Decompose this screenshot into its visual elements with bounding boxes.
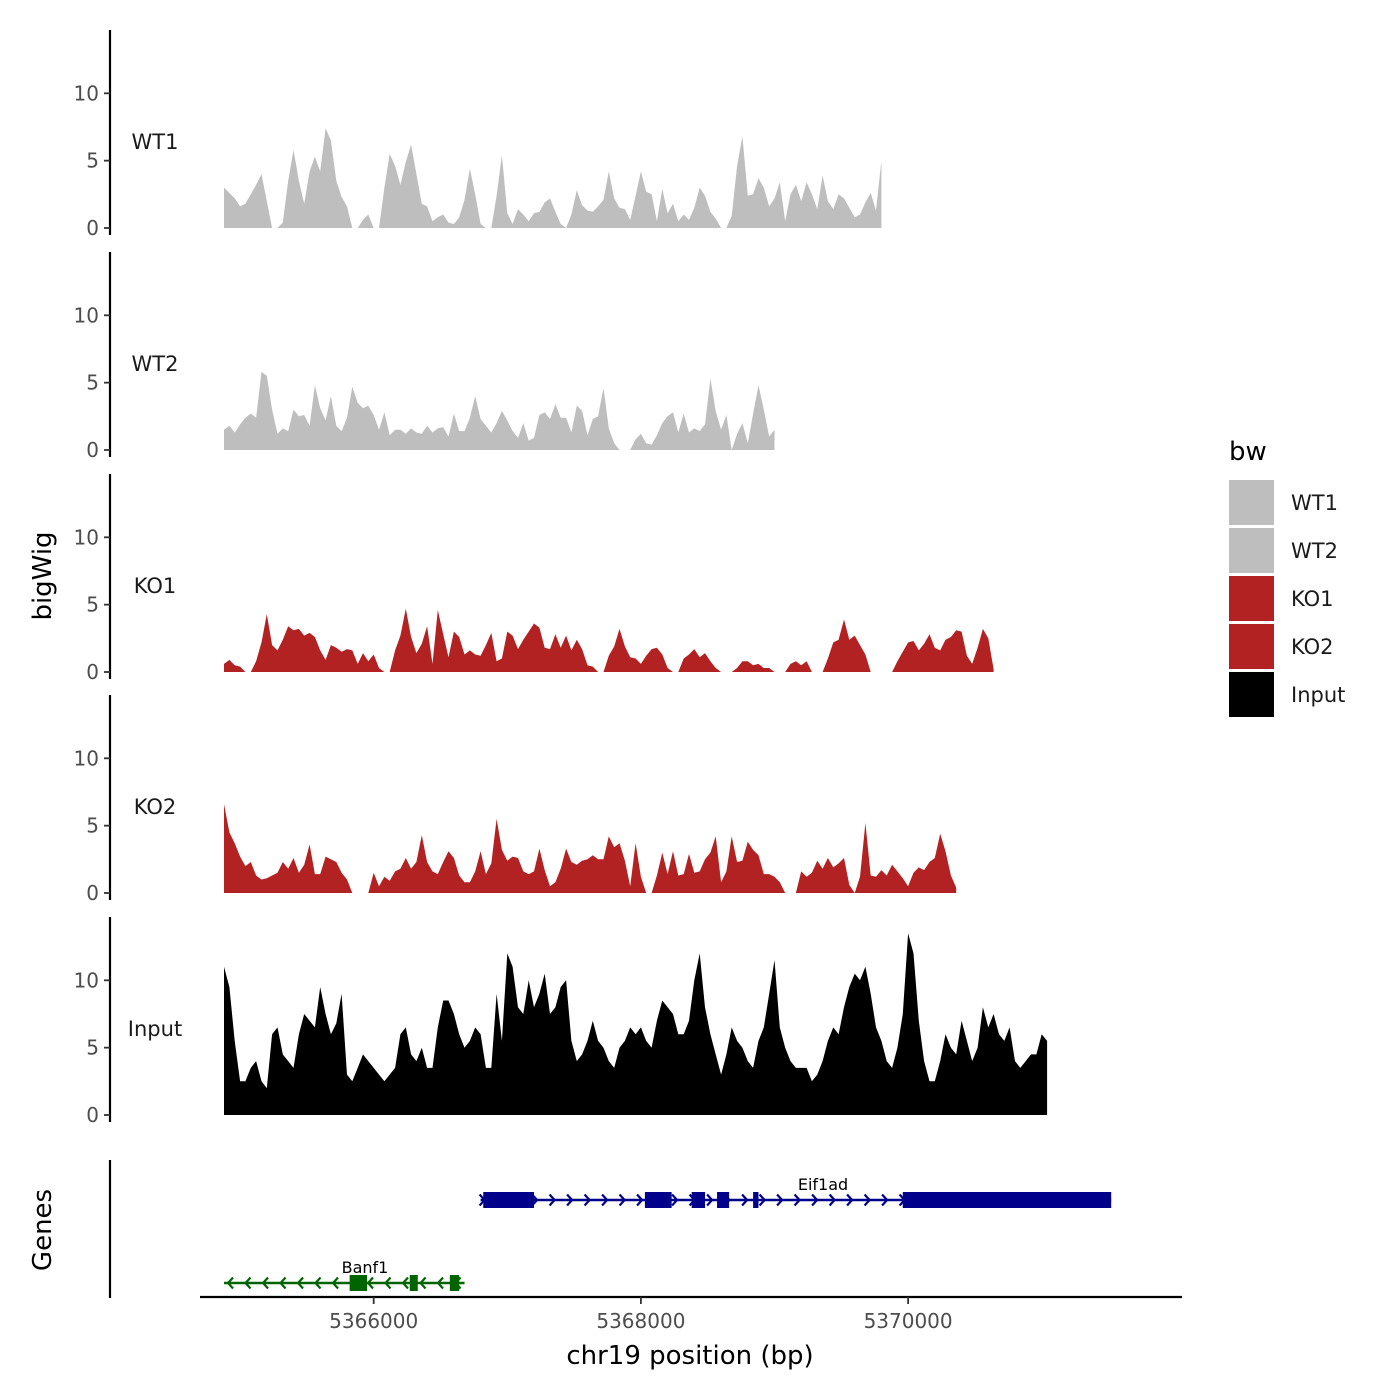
strand-chevron [244,1276,252,1290]
x-tick-label: 5370000 [864,1309,953,1333]
x-axis: 5366000 5368000 5370000 [200,1295,1182,1333]
exon [902,1192,1112,1208]
strand-chevron [846,1193,854,1207]
y-tick-label: 5 [86,371,99,395]
strand-chevron [793,1193,802,1207]
track-input: 0 5 10 Input [74,917,1048,1127]
y-tick-label: 5 [86,149,99,173]
strand-chevron [279,1276,287,1290]
strand-chevron [226,1276,234,1290]
y-tick-label: 5 [86,814,99,838]
strand-chevron [881,1193,889,1207]
strand-chevron [601,1193,609,1207]
legend-item-wt1: WT1 [1229,480,1338,525]
strand-chevron [366,1276,374,1290]
y-tick-label: 0 [86,438,99,462]
track-wt1: 0 5 10 WT1 [74,30,882,240]
y-tick-label: 0 [86,1103,99,1127]
track-wt2: 0 5 10 WT2 [74,252,775,462]
strand-chevron [419,1276,427,1290]
legend-label: KO2 [1291,635,1334,659]
strand-chevron [436,1276,444,1290]
exon [753,1192,759,1208]
track-ko2: 0 5 10 KO2 [74,695,957,905]
y-tick-label: 5 [86,1036,99,1060]
legend-label: Input [1291,683,1345,707]
strand-chevron [618,1193,627,1207]
track-ko1: 0 5 10 KO1 [74,474,994,684]
legend-item-ko2: KO2 [1229,624,1334,669]
legend-swatch [1229,528,1274,573]
y-tick-label: 0 [86,660,99,684]
legend-swatch [1229,672,1274,717]
strand-chevron [863,1193,872,1207]
track-label-wt2: WT2 [132,352,179,376]
legend-item-ko1: KO1 [1229,576,1334,621]
strand-chevron [566,1193,574,1207]
legend-item-wt2: WT2 [1229,528,1338,573]
strand-chevron [401,1276,409,1290]
strand-chevron [776,1193,784,1207]
strand-chevron [314,1276,322,1290]
area-ko1 [224,608,994,672]
genes-axis-title: Genes [28,1189,58,1271]
exon [409,1275,418,1291]
y-tick-label: 5 [86,593,99,617]
exon [349,1275,368,1291]
y-tick-label: 10 [74,81,99,105]
strand-chevron [636,1193,644,1207]
x-tick-label: 5366000 [329,1309,418,1333]
exon [644,1192,672,1208]
y-tick-label: 10 [74,968,99,992]
strand-chevron [261,1276,269,1290]
x-axis-title: chr19 position (bp) [566,1341,813,1371]
strand-chevron [671,1193,679,1207]
legend-label: KO1 [1291,587,1334,611]
exon [717,1192,730,1208]
x-tick-label: 5368000 [596,1309,685,1333]
strand-chevron [828,1193,837,1207]
track-label-ko1: KO1 [134,574,177,598]
y-tick-label: 10 [74,525,99,549]
y-tick-label: 10 [74,746,99,770]
legend: bw WT1 WT2 KO1 KO2 Input [1229,437,1345,717]
legend-label: WT1 [1291,491,1338,515]
area-wt2 [224,371,775,450]
legend-title: bw [1229,437,1267,467]
track-label-wt1: WT1 [132,130,179,154]
legend-label: WT2 [1291,539,1338,563]
legend-item-input: Input [1229,672,1345,717]
strand-chevron [758,1193,767,1207]
legend-swatch [1229,480,1274,525]
strand-chevron [296,1276,304,1290]
gene-label: Banf1 [342,1258,389,1277]
gene-label: Eif1ad [798,1175,848,1194]
area-ko2 [224,804,957,893]
strand-chevron [741,1193,749,1207]
legend-swatch [1229,576,1274,621]
y-tick-label: 10 [74,303,99,327]
exon [483,1192,535,1208]
genes-panel: Eif1ad Banf1 [108,1160,1112,1298]
strand-chevron [331,1276,339,1290]
exon [691,1192,706,1208]
exon [449,1275,460,1291]
strand-chevron [384,1276,392,1290]
track-label-ko2: KO2 [134,795,177,819]
y-axis-title: bigWig [28,531,58,620]
area-input [224,933,1048,1115]
y-tick-label: 0 [86,881,99,905]
gene-banf1: Banf1 [224,1258,465,1291]
legend-swatch [1229,624,1274,669]
area-wt1 [224,128,882,228]
strand-chevron [811,1193,819,1207]
track-label-input: Input [128,1017,182,1041]
gene-eif1ad: Eif1ad [478,1175,1112,1208]
strand-chevron [548,1193,557,1207]
track-panels: 0 5 10 WT1 0 5 10 WT2 0 5 10 KO1 0 5 10 KO2 0 5 10 Input [74,30,1048,1127]
y-tick-label: 0 [86,216,99,240]
strand-chevron [706,1193,714,1207]
strand-chevron [583,1193,592,1207]
